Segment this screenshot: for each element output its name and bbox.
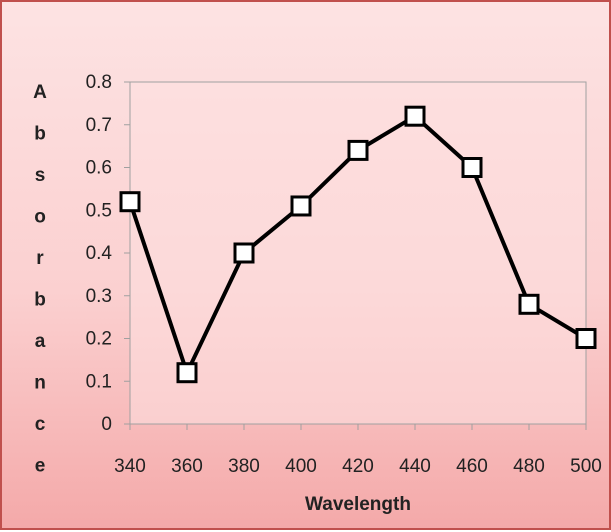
data-point: [176, 362, 198, 384]
x-tick-label: 480: [513, 456, 545, 477]
x-tick-label: 400: [285, 456, 317, 477]
x-tick-label: 380: [228, 456, 260, 477]
series-markers: [119, 105, 597, 384]
y-tick-label: 0.7: [86, 115, 112, 136]
data-point: [518, 293, 540, 315]
x-tick-label: 500: [570, 456, 602, 477]
data-point: [575, 328, 597, 349]
x-tick-label: 460: [456, 456, 488, 477]
data-point: [461, 157, 483, 178]
y-tick-label: 0.4: [86, 243, 113, 264]
data-point: [119, 191, 141, 213]
x-tick-label: 360: [171, 456, 203, 477]
y-tick-label: 0.2: [86, 329, 112, 350]
plot-area: [129, 81, 587, 425]
data-point: [404, 105, 426, 127]
y-tick-label: 0.5: [86, 200, 112, 221]
y-axis: 0 0.1 0.2 0.3 0.4 0.5 0.6 0.7 0.8: [86, 72, 130, 435]
y-tick-label: 0.3: [86, 286, 112, 307]
x-axis-title: Wavelength: [305, 494, 411, 515]
y-tick-label: 0.1: [86, 371, 112, 392]
x-tick-label: 420: [342, 456, 374, 477]
x-tick-label: 440: [399, 456, 431, 477]
x-tick-label: 340: [114, 456, 146, 477]
data-point: [233, 242, 255, 264]
data-point: [290, 195, 312, 217]
x-axis: 340 360 380 400 420 440 460 480 500: [114, 424, 602, 477]
data-point: [347, 139, 369, 161]
y-tick-label: 0.8: [86, 72, 112, 93]
y-tick-label: 0.6: [86, 158, 112, 179]
y-tick-label: 0: [101, 414, 112, 435]
